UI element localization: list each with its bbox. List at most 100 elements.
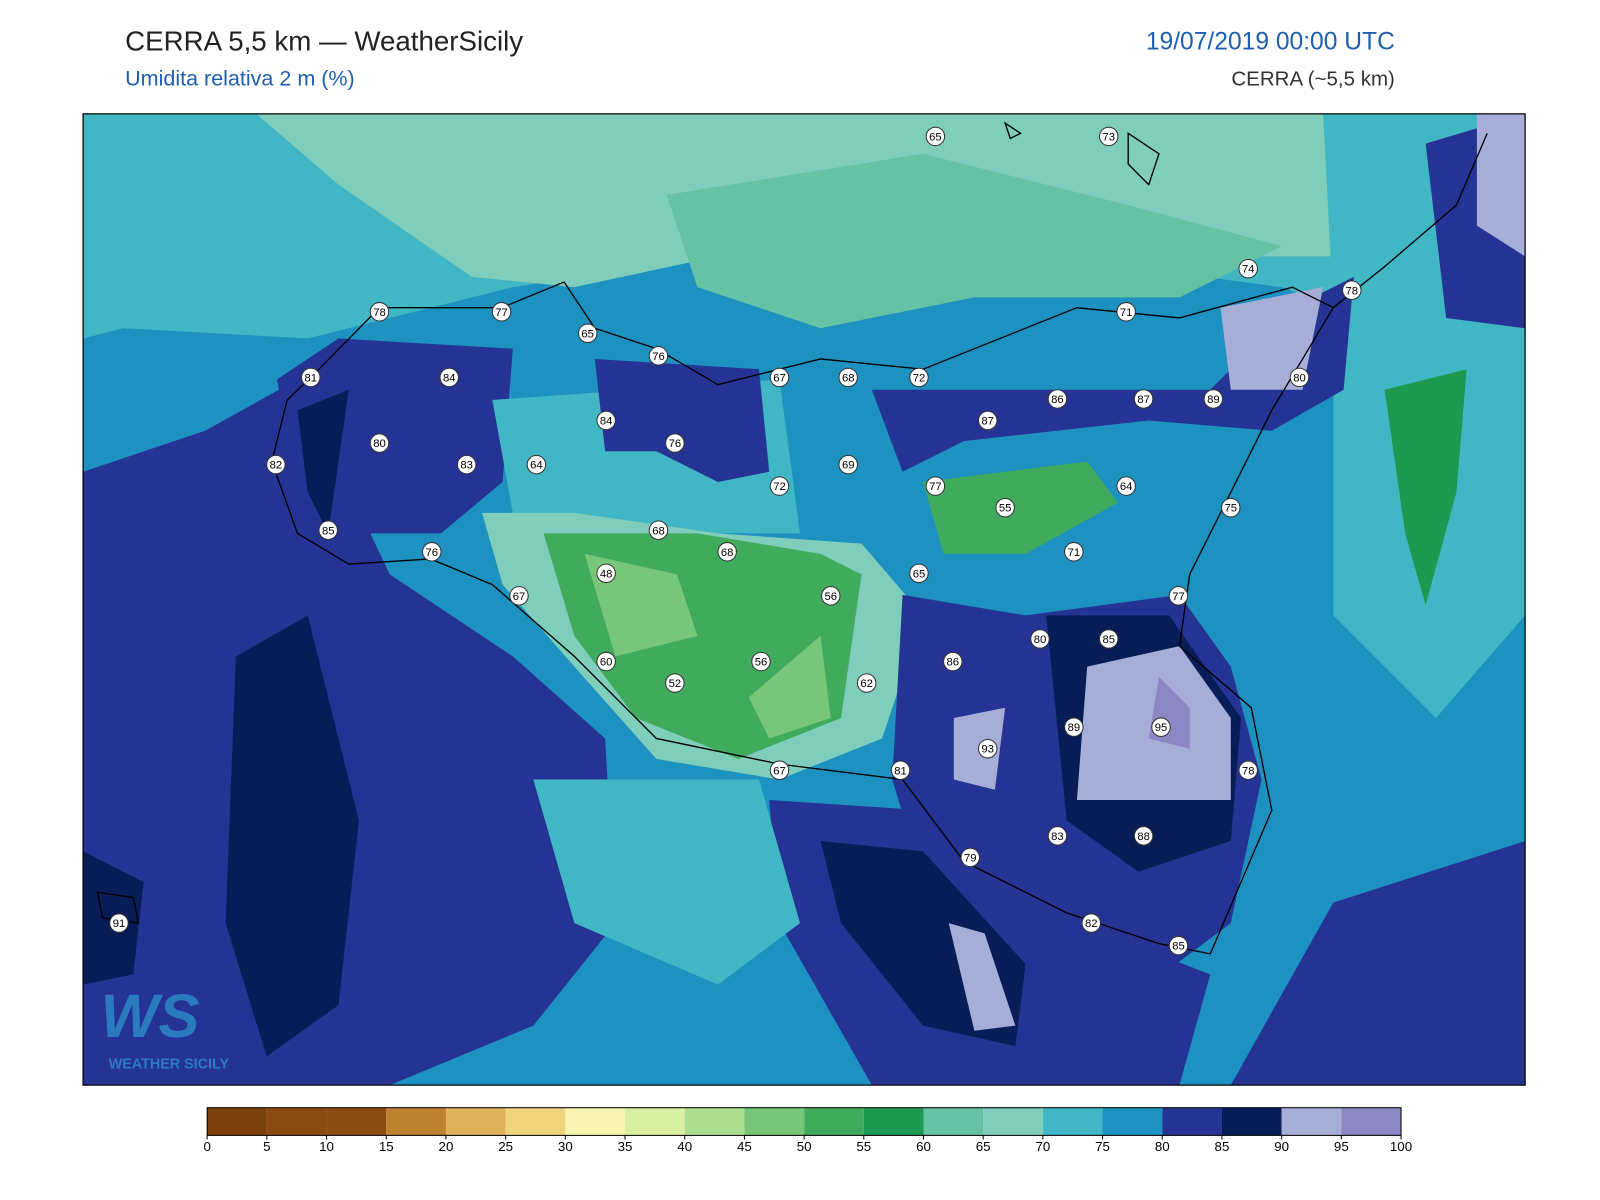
- station-value: 77: [495, 307, 508, 319]
- station: 72: [769, 476, 790, 496]
- station-value: 80: [1034, 634, 1047, 646]
- station: 85: [1168, 935, 1189, 956]
- station-value: 56: [755, 657, 768, 669]
- map-frame: [82, 113, 1526, 1086]
- station-value: 67: [773, 372, 786, 384]
- station: 48: [596, 563, 616, 584]
- station-marker: [838, 454, 858, 475]
- station-value: 76: [652, 351, 665, 363]
- station-marker: [1047, 826, 1068, 846]
- station-value: 86: [1051, 394, 1064, 406]
- station-marker: [648, 346, 669, 366]
- colorbar-tick-label: 15: [379, 1139, 394, 1154]
- station-marker: [318, 520, 338, 540]
- station-marker: [960, 847, 980, 868]
- station-marker: [1238, 760, 1258, 780]
- colorbar-tick-label: 25: [498, 1139, 513, 1154]
- station: 76: [422, 542, 442, 562]
- station: 86: [943, 651, 963, 672]
- station-marker: [1221, 497, 1241, 518]
- model: CERRA (~5,5 km): [1231, 67, 1394, 90]
- colorbar-tick-label: 90: [1274, 1139, 1289, 1154]
- station: 52: [665, 673, 685, 693]
- station-value: 68: [842, 372, 855, 384]
- station-marker: [1116, 302, 1136, 322]
- station-value: 85: [1102, 634, 1115, 646]
- station-marker: [665, 433, 685, 453]
- station: 78: [1342, 280, 1362, 300]
- colorbar-segment: [266, 1107, 327, 1136]
- station-value: 91: [113, 918, 126, 930]
- station: 77: [925, 476, 946, 496]
- station-value: 65: [913, 568, 926, 580]
- station-marker: [890, 760, 911, 780]
- station: 68: [648, 520, 669, 540]
- station-value: 65: [581, 328, 594, 340]
- station-marker: [648, 520, 669, 540]
- station: 67: [769, 760, 790, 780]
- station-marker: [943, 651, 963, 672]
- station-marker: [769, 476, 790, 496]
- station-marker: [1151, 717, 1171, 737]
- station-marker: [1168, 586, 1189, 606]
- station-marker: [838, 367, 858, 388]
- colorbar-segment: [863, 1107, 924, 1136]
- station-value: 83: [1051, 831, 1064, 843]
- station: 55: [995, 497, 1015, 518]
- station: 68: [717, 542, 737, 562]
- colorbar-segment: [1281, 1107, 1342, 1136]
- station-value: 67: [513, 591, 526, 603]
- station-marker: [856, 673, 877, 693]
- colorbar-tick-label: 80: [1155, 1139, 1170, 1154]
- colorbar-tick-label: 30: [558, 1139, 573, 1154]
- station-value: 82: [1085, 918, 1098, 930]
- station-marker: [491, 302, 512, 322]
- station-value: 86: [947, 657, 960, 669]
- colorbar-segment: [1341, 1107, 1402, 1136]
- station: 64: [526, 454, 547, 475]
- station-value: 68: [721, 547, 734, 559]
- station-value: 56: [825, 591, 838, 603]
- station-marker: [109, 913, 129, 933]
- station: 83: [456, 454, 477, 475]
- station-marker: [509, 586, 529, 606]
- colorbar-tick-label: 40: [677, 1139, 692, 1154]
- station-value: 72: [913, 372, 926, 384]
- station-value: 80: [373, 438, 386, 450]
- colorbar-segment: [445, 1107, 506, 1136]
- station-marker: [1203, 389, 1224, 409]
- colorbar-segment: [625, 1107, 685, 1136]
- station-value: 75: [1225, 503, 1238, 515]
- station-value: 85: [322, 525, 335, 537]
- station-marker: [751, 651, 771, 672]
- station-value: 80: [1293, 372, 1306, 384]
- station-value: 84: [600, 416, 613, 428]
- colorbar-segment: [505, 1107, 566, 1136]
- station: 89: [1064, 717, 1084, 737]
- colorbar-segment: [386, 1107, 446, 1136]
- colorbar-tick-label: 10: [319, 1139, 334, 1154]
- station-value: 89: [1068, 722, 1081, 734]
- station: 76: [648, 346, 669, 366]
- station-value: 60: [600, 657, 613, 669]
- station: 76: [665, 433, 685, 453]
- station-value: 88: [1137, 831, 1150, 843]
- colorbar-tick-label: 70: [1035, 1139, 1050, 1154]
- colorbar-segment: [684, 1107, 745, 1136]
- station: 89: [1203, 389, 1224, 409]
- station-marker: [1289, 367, 1310, 388]
- station-value: 68: [652, 525, 665, 537]
- station-value: 85: [1172, 941, 1185, 953]
- station: 56: [821, 586, 841, 606]
- station: 80: [1289, 367, 1310, 388]
- colorbar-tick-label: 5: [263, 1139, 270, 1154]
- station-marker: [1168, 935, 1189, 956]
- station-value: 62: [860, 678, 873, 690]
- station-marker: [577, 323, 598, 344]
- station-marker: [1342, 280, 1362, 300]
- station: 67: [509, 586, 529, 606]
- colorbar-tick-label: 20: [439, 1139, 454, 1154]
- colorbar-segment: [565, 1107, 626, 1136]
- station-value: 48: [600, 568, 613, 580]
